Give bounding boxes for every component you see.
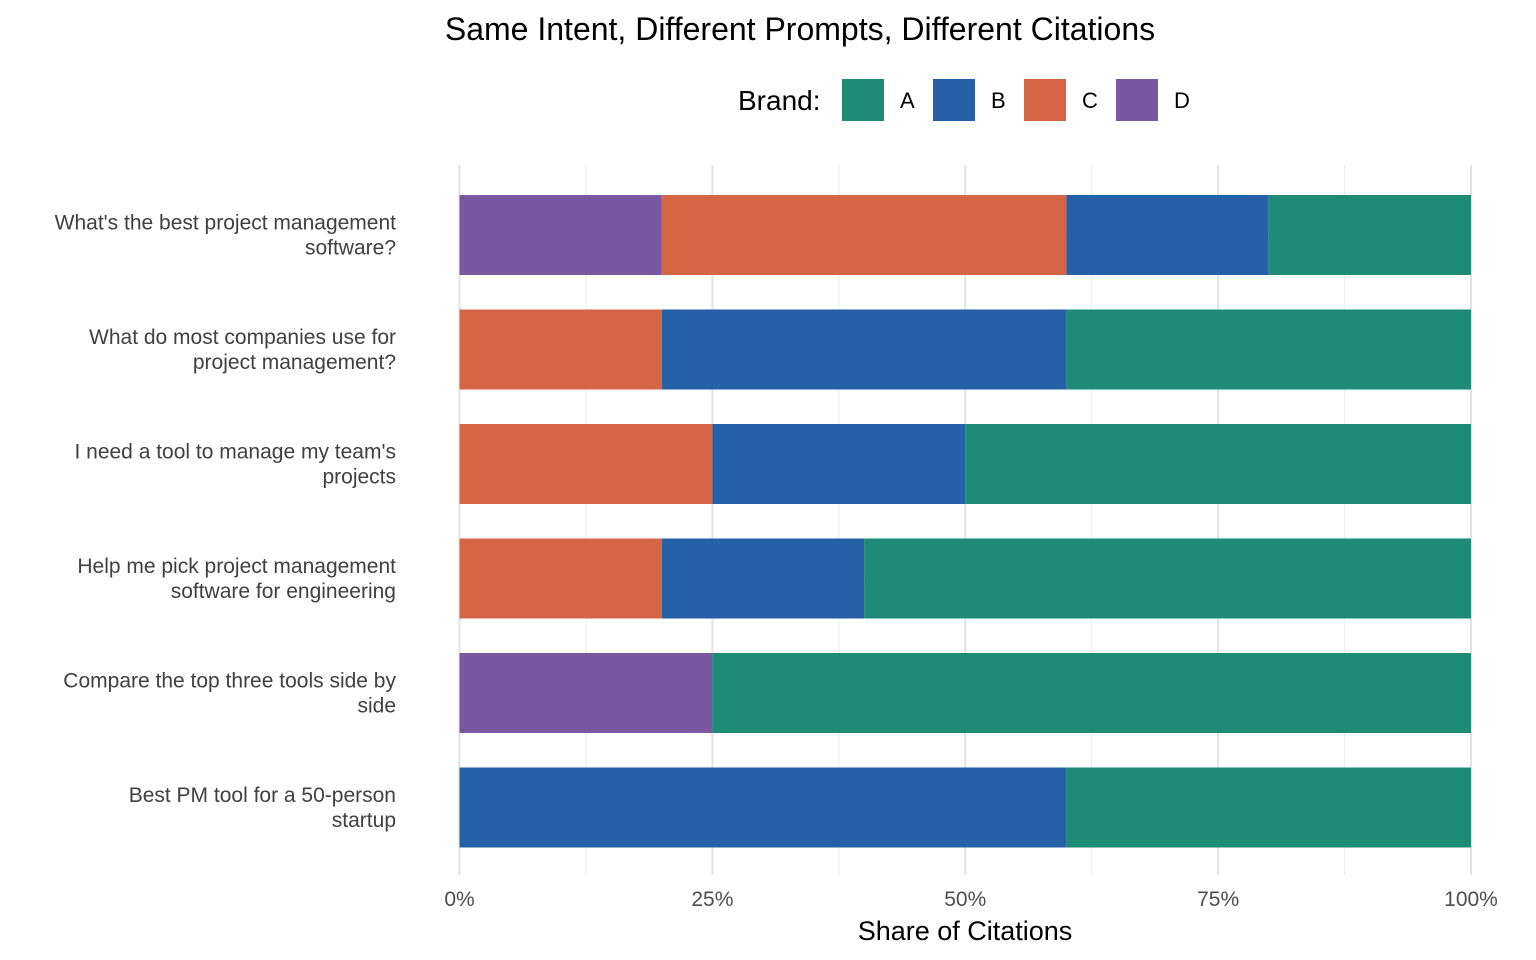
category-label: Compare the top three tools side by	[63, 670, 396, 693]
x-tick-label: 0%	[444, 888, 474, 911]
legend-swatch-b	[933, 79, 975, 121]
bar-segment-c	[459, 309, 662, 390]
x-tick-label: 100%	[1444, 888, 1498, 911]
bar-segment-c	[459, 424, 713, 504]
bar-segment-b	[661, 309, 1067, 390]
category-label: Best PM tool for a 50-person	[129, 784, 396, 807]
category-label: software?	[305, 237, 396, 260]
bar-segment-a	[1268, 195, 1471, 275]
bar-segment-a	[712, 653, 1471, 733]
category-label: projects	[322, 466, 396, 489]
legend-swatch-a	[842, 79, 884, 121]
category-label: What do most companies use for	[89, 326, 396, 349]
x-axis-title: Share of Citations	[858, 916, 1073, 946]
category-label: Help me pick project management	[77, 555, 396, 578]
bar-segment-b	[661, 538, 865, 619]
legend-swatch-d	[1116, 79, 1158, 121]
legend-title: Brand:	[738, 85, 821, 116]
category-label: side	[357, 695, 396, 718]
chart-title: Same Intent, Different Prompts, Differen…	[445, 11, 1155, 47]
bar-segment-d	[459, 195, 662, 275]
legend-label-b: B	[991, 88, 1006, 113]
bar-segment-d	[459, 653, 713, 733]
category-label: startup	[332, 809, 396, 832]
x-tick-label: 75%	[1197, 888, 1239, 911]
legend-swatch-c	[1024, 79, 1066, 121]
category-label: What's the best project management	[55, 212, 397, 235]
bars	[459, 195, 1471, 848]
category-labels: What's the best project managementsoftwa…	[55, 212, 397, 833]
bar-segment-c	[661, 195, 1067, 275]
x-tick-label: 50%	[944, 888, 986, 911]
x-tick-label: 25%	[691, 888, 733, 911]
legend-label-c: C	[1082, 88, 1098, 113]
bar-segment-a	[965, 424, 1471, 504]
x-axis-ticks: 0% 25% 50% 75% 100%	[444, 888, 1498, 911]
bar-segment-c	[459, 538, 662, 619]
legend-label-a: A	[900, 88, 915, 113]
bar-segment-a	[1066, 309, 1471, 390]
legend-label-d: D	[1174, 88, 1190, 113]
bar-segment-a	[864, 538, 1471, 619]
bar-segment-b	[712, 424, 966, 504]
category-label: I need a tool to manage my team's	[74, 441, 396, 464]
bar-segment-b	[459, 767, 1067, 848]
category-label: project management?	[193, 351, 396, 374]
bar-segment-b	[1066, 195, 1269, 275]
bar-segment-a	[1066, 767, 1471, 848]
legend: Brand: A B C D	[738, 79, 1190, 121]
category-label: software for engineering	[171, 580, 396, 603]
